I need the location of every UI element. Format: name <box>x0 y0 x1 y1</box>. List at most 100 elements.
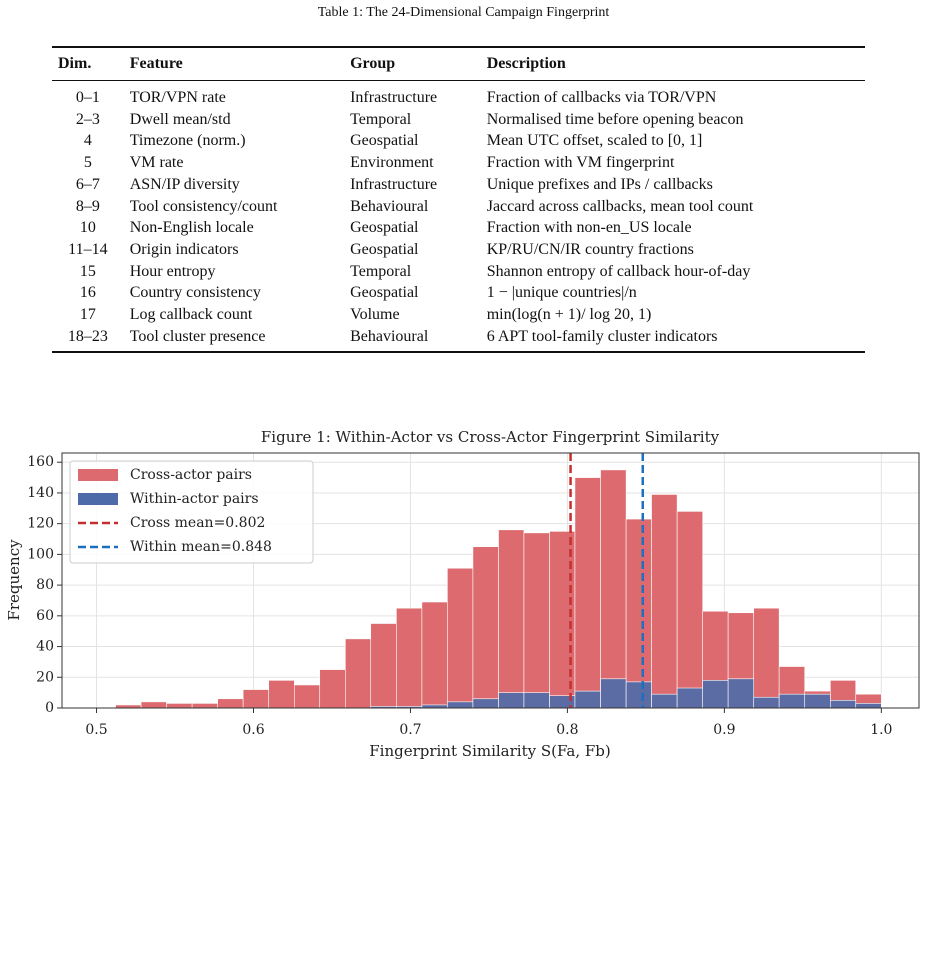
table-cell: 8–9 <box>75 197 100 215</box>
table-cell: min(log(n + 1)/ log 20, 1) <box>486 306 652 324</box>
histogram-bar <box>651 693 678 709</box>
histogram-bar <box>319 669 346 709</box>
table-cell: Geospatial <box>350 284 419 302</box>
column-header: Feature <box>129 55 183 72</box>
table-row: 6–7 ASN/IP diversity Infrastructure Unique … <box>52 174 865 196</box>
table-row: 8–9 Tool consistency/count Behavioural Jacc… <box>52 196 865 218</box>
table-cell: Environment <box>350 154 434 172</box>
table-cell: Origin indicators <box>129 240 239 258</box>
header-row: Dim. Feature Group Description <box>52 47 865 81</box>
histogram-bar <box>625 518 652 709</box>
y-tick-label: 100 <box>27 546 54 562</box>
legend-label: Within-actor pairs <box>130 491 259 507</box>
histogram-bar <box>498 529 525 709</box>
table-cell: Fraction with non-en_US locale <box>486 219 692 237</box>
histogram-bar <box>166 703 193 709</box>
column-header: Dim. <box>58 55 92 72</box>
table-row: 18–23 Tool cluster presence Behavioural 6 A… <box>52 326 865 353</box>
table-row: 0–1 TOR/VPN rate Infrastructure Fraction of… <box>52 81 865 109</box>
table-cell: Hour entropy <box>129 262 216 280</box>
table-cell: Normalised time before opening beacon <box>486 110 744 128</box>
histogram-bar <box>574 477 601 709</box>
histogram-bar <box>625 681 652 709</box>
y-tick-label: 0 <box>45 700 54 716</box>
table-cell: Geospatial <box>350 240 419 258</box>
table-row: 11–14 Origin indicators Geospatial KP/RU/CN… <box>52 239 865 261</box>
histogram-bar <box>294 684 321 709</box>
histogram-bar <box>498 692 525 709</box>
histogram-bar <box>676 687 704 709</box>
histogram-bar <box>447 701 474 709</box>
table-cell: 5 <box>83 154 92 172</box>
histogram-bar <box>217 698 244 709</box>
table-row: 17 Log callback count Volume min(log(n + 1)… <box>52 304 865 326</box>
table-cell: 11–14 <box>68 240 108 258</box>
table-cell: Tool consistency/count <box>129 197 278 215</box>
y-tick-label: 80 <box>36 577 54 593</box>
table-body: 0–1 TOR/VPN rate Infrastructure Fraction of… <box>52 81 865 353</box>
histogram-bar <box>140 701 167 709</box>
table-cell: Fraction with VM fingerprint <box>486 154 675 172</box>
table-cell: Temporal <box>350 110 412 128</box>
x-tick-label: 0.8 <box>556 722 578 738</box>
table-cell: Shannon entropy of callback hour-of-day <box>486 262 751 280</box>
table-cell: Volume <box>350 306 400 324</box>
histogram-bar <box>727 678 755 709</box>
table-cell: 17 <box>79 306 96 324</box>
y-tick-label: 60 <box>36 608 54 624</box>
table-row: 2–3 Dwell mean/std Temporal Normalised time… <box>52 109 865 131</box>
y-axis-label: Frequency <box>5 539 23 621</box>
histogram-bar <box>523 692 550 709</box>
table-row: 16 Country consistency Geospatial 1 − |uniq… <box>52 282 865 304</box>
histogram-bar <box>651 494 678 709</box>
table-cell: Behavioural <box>350 327 429 345</box>
table-cell: Non-English locale <box>129 219 254 237</box>
table-cell: Geospatial <box>350 132 419 150</box>
histogram-bar <box>472 698 499 709</box>
x-tick-label: 0.5 <box>85 722 107 738</box>
table-cell: VM rate <box>129 154 184 172</box>
histogram-bar <box>830 700 857 709</box>
histogram-bar <box>345 638 372 709</box>
column-header: Group <box>350 55 396 72</box>
table-cell: Mean UTC offset, scaled to [0, 1] <box>486 132 703 150</box>
table-cell: 6 APT tool-family cluster indicators <box>486 327 718 345</box>
histogram-bar <box>574 690 601 709</box>
table-row: 15 Hour entropy Temporal Shannon entropy of… <box>52 261 865 283</box>
table-cell: Behavioural <box>350 197 429 215</box>
y-tick-label: 160 <box>27 454 54 470</box>
histogram-bar <box>702 680 729 709</box>
table-cell: 10 <box>79 219 96 237</box>
table-cell: 15 <box>79 262 96 280</box>
x-axis-label: Fingerprint Similarity S(Fa, Fb) <box>369 742 610 760</box>
x-tick-label: 0.6 <box>242 722 264 738</box>
table-cell: KP/RU/CN/IR country fractions <box>486 240 694 258</box>
table-caption: Table 1: The 24-Dimensional Campaign Fin… <box>317 5 610 20</box>
legend-label: Cross-actor pairs <box>130 467 252 483</box>
x-tick-label: 1.0 <box>870 722 892 738</box>
histogram-bar <box>523 532 550 709</box>
histogram-bar <box>421 601 448 709</box>
legend-label: Cross mean=0.802 <box>130 515 265 531</box>
table-row: 10 Non-English locale Geospatial Fraction w… <box>52 217 865 239</box>
y-tick-label: 120 <box>27 516 54 532</box>
histogram-bar <box>753 607 780 709</box>
histogram-bar <box>855 703 882 709</box>
histogram-bar <box>600 469 627 709</box>
y-tick-label: 20 <box>36 669 54 685</box>
histogram-bar <box>804 693 831 709</box>
histogram-bar <box>268 680 295 709</box>
table-cell: Infrastructure <box>350 89 438 106</box>
legend-box <box>69 460 314 564</box>
table-cell: 6–7 <box>75 175 100 193</box>
legend-label: Within mean=0.848 <box>130 539 272 555</box>
table-cell: Fraction of callbacks via TOR/VPN <box>486 89 717 106</box>
column-header: Description <box>486 55 566 72</box>
table-cell: 16 <box>79 284 96 302</box>
axes-frame <box>61 452 920 709</box>
histogram-bar <box>396 607 423 709</box>
table-cell: Jaccard across callbacks, mean tool coun… <box>486 197 754 215</box>
table-cell: Infrastructure <box>350 175 438 193</box>
